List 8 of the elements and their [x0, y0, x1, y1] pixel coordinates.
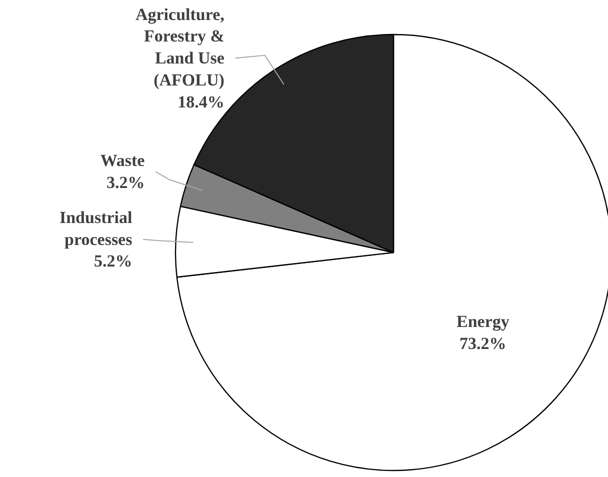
data-label: 3.2% — [106, 173, 145, 192]
slice-label: Agriculture, Forestry & Land Use (AFOLU) — [135, 4, 225, 90]
data-label: 5.2% — [94, 252, 132, 271]
slice-label: Energy — [456, 312, 510, 331]
data-label: 18.4% — [178, 92, 224, 112]
slice-label: Waste — [100, 151, 146, 170]
slice-label: Industrial processes — [59, 208, 133, 249]
data-label: 73.2% — [460, 334, 506, 353]
